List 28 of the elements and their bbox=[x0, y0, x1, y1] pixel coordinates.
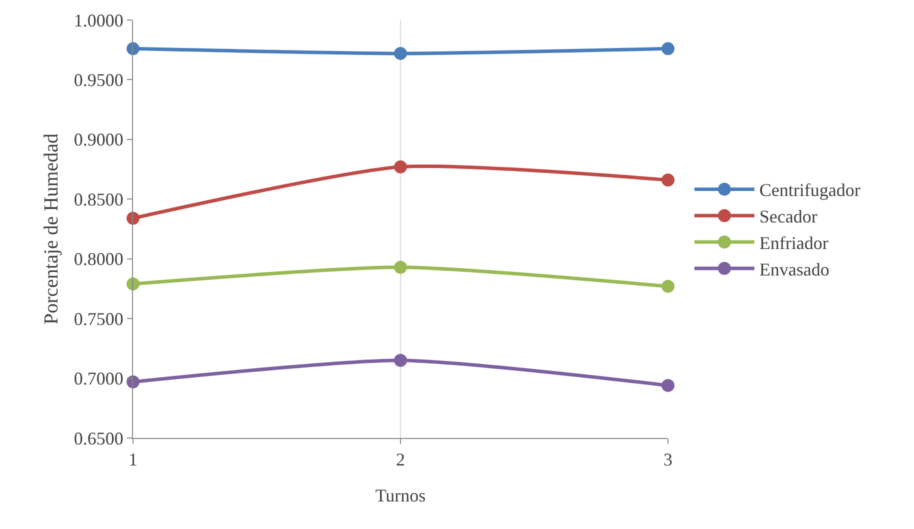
x-tick-label: 1 bbox=[128, 450, 138, 470]
y-tick-label: 0.9500 bbox=[74, 70, 124, 90]
y-axis-title: Porcentaje de Humedad bbox=[40, 133, 62, 325]
point bbox=[662, 378, 674, 392]
point bbox=[662, 174, 674, 187]
point bbox=[394, 46, 407, 60]
point bbox=[394, 160, 407, 174]
legend-label: Enfriador bbox=[759, 233, 828, 254]
point bbox=[126, 42, 140, 56]
legend-label: Centrifugador bbox=[759, 180, 860, 200]
x-axis-title: Turnos bbox=[375, 486, 426, 506]
y-tick-label: 0.8000 bbox=[74, 249, 124, 270]
x-tick-label: 2 bbox=[396, 450, 405, 470]
y-tick-label: 1.0000 bbox=[74, 10, 124, 30]
y-tick-label: 0.8500 bbox=[74, 189, 124, 210]
legend-label: Envasado bbox=[759, 259, 830, 280]
y-tick-label: 0.6500 bbox=[74, 428, 124, 448]
y-tick-label: 0.7000 bbox=[74, 368, 124, 389]
point bbox=[662, 42, 674, 56]
point bbox=[126, 277, 140, 290]
point bbox=[394, 260, 407, 274]
point bbox=[662, 280, 674, 293]
point bbox=[126, 375, 140, 388]
x-tick-label: 3 bbox=[664, 450, 672, 470]
point bbox=[394, 354, 407, 367]
y-tick-label: 0.7500 bbox=[74, 308, 124, 329]
legend-label: Secador bbox=[759, 206, 818, 227]
y-tick-label: 0.9000 bbox=[74, 130, 124, 150]
